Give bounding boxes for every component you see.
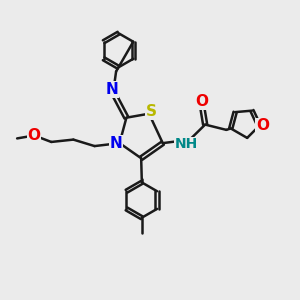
Text: O: O — [28, 128, 41, 143]
Text: NH: NH — [175, 137, 198, 151]
Text: N: N — [110, 136, 122, 151]
Text: S: S — [146, 104, 157, 119]
Text: O: O — [196, 94, 209, 109]
Text: N: N — [105, 82, 118, 97]
Text: O: O — [256, 118, 269, 134]
